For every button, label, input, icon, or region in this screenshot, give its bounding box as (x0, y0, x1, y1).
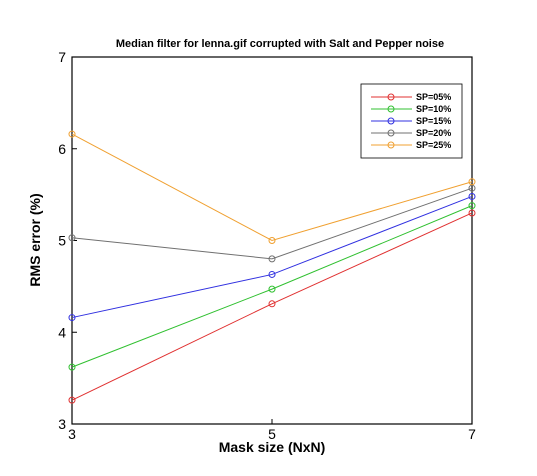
legend-swatch-marker (387, 105, 395, 113)
y-axis: 3 4 5 6 7 (58, 49, 77, 432)
data-point (468, 178, 476, 186)
legend-item: SP=10% (371, 104, 451, 114)
data-point (68, 130, 76, 138)
x-tick-label: 7 (468, 426, 476, 442)
y-tick-label: 7 (58, 49, 66, 65)
series-line (71, 212, 473, 401)
series-line (71, 187, 473, 260)
y-tick-label: 4 (58, 324, 66, 340)
series-1 (68, 202, 476, 371)
series-line (71, 133, 473, 242)
x-axis: 3 5 7 (68, 419, 476, 442)
legend-item: SP=15% (371, 116, 451, 126)
legend-item: SP=25% (371, 140, 451, 150)
x-axis-label: Mask size (NxN) (219, 439, 326, 455)
x-tick-label: 5 (268, 426, 276, 442)
data-point (468, 209, 476, 217)
y-tick-label: 3 (58, 416, 66, 432)
legend-label: SP=10% (416, 104, 451, 114)
legend-item: SP=05% (371, 92, 451, 102)
legend-label: SP=15% (416, 116, 451, 126)
series-4 (68, 130, 476, 244)
data-point (68, 396, 76, 404)
legend: SP=05% SP=10% SP=15% SP=20% SP=25% (360, 83, 463, 159)
legend-items: SP=05% SP=10% SP=15% SP=20% SP=25% (371, 92, 451, 150)
legend-swatch-marker (387, 93, 395, 101)
data-point (268, 300, 276, 308)
y-axis-label: RMS error (%) (27, 193, 43, 286)
series-3 (68, 184, 476, 263)
legend-label: SP=25% (416, 140, 451, 150)
data-point (268, 255, 276, 263)
legend-label: SP=20% (416, 128, 451, 138)
data-point (68, 363, 76, 371)
series-2 (68, 192, 476, 322)
data-point (68, 234, 76, 242)
legend-swatch-marker (387, 117, 395, 125)
y-tick-label: 5 (58, 233, 66, 249)
data-point (268, 270, 276, 278)
x-tick-label: 3 (68, 426, 76, 442)
legend-swatch-marker (387, 141, 395, 149)
series-layer (68, 130, 476, 404)
data-point (468, 192, 476, 200)
data-point (268, 237, 276, 244)
data-point (68, 314, 76, 322)
legend-label: SP=05% (416, 92, 451, 102)
series-line (71, 195, 473, 319)
legend-item: SP=20% (371, 128, 451, 138)
series-line (71, 205, 473, 368)
legend-swatch-marker (387, 129, 395, 137)
data-point (468, 202, 476, 210)
y-tick-label: 6 (58, 141, 66, 157)
series-0 (68, 209, 476, 404)
data-point (268, 285, 276, 293)
chart-title: Median filter for lenna.gif corrupted wi… (116, 38, 444, 50)
